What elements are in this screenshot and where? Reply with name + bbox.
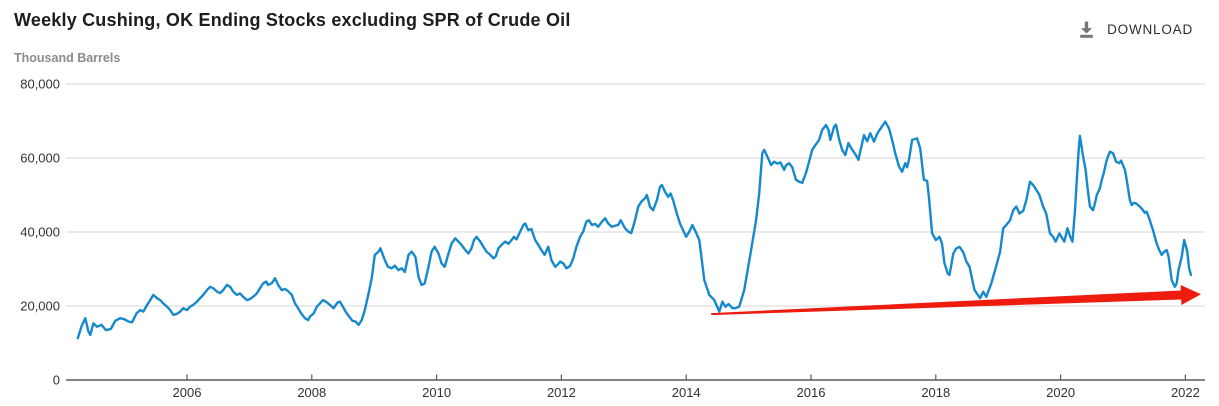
x-tick-label: 2010: [422, 385, 451, 400]
stocks-line: [76, 120, 1193, 340]
y-tick-label: 60,000: [20, 151, 60, 166]
download-button[interactable]: DOWNLOAD: [1076, 19, 1193, 40]
y-tick-label: 40,000: [20, 225, 60, 240]
y-tick-label: 20,000: [20, 299, 60, 314]
y-axis-unit-label: Thousand Barrels: [14, 51, 121, 65]
x-tick-label: 2018: [921, 385, 950, 400]
x-tick-label: 2020: [1046, 385, 1075, 400]
y-tick-label: 80,000: [20, 77, 60, 92]
page-title: Weekly Cushing, OK Ending Stocks excludi…: [14, 10, 571, 30]
download-icon: [1076, 19, 1097, 40]
x-tick-label: 2016: [797, 385, 826, 400]
trend-arrow-annotation: [711, 285, 1201, 316]
x-tick-label: 2008: [297, 385, 326, 400]
x-tick-label: 2014: [672, 385, 701, 400]
y-tick-label: 0: [53, 373, 60, 388]
x-tick-label: 2012: [547, 385, 576, 400]
x-tick-label: 2006: [173, 385, 202, 400]
download-button-label: DOWNLOAD: [1107, 22, 1193, 37]
x-tick-label: 2022: [1171, 385, 1200, 400]
